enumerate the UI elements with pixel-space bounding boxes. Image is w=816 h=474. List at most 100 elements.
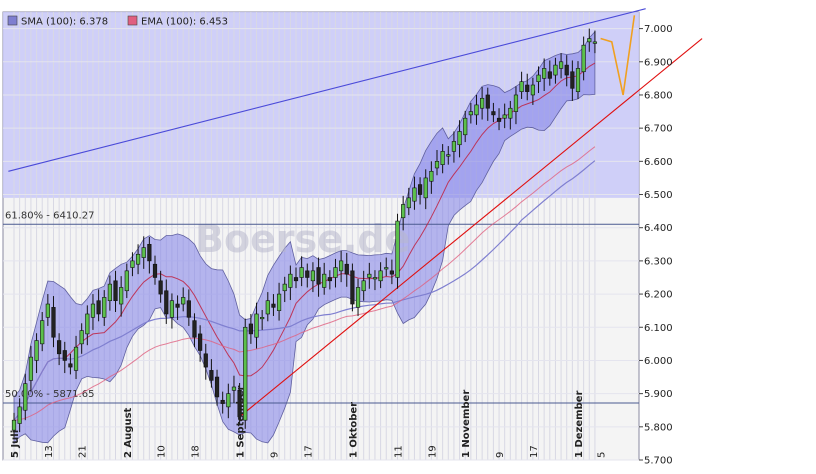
candle-body: [107, 283, 112, 302]
candle-body: [209, 370, 214, 381]
candle-body: [248, 323, 253, 335]
candle-body: [135, 253, 141, 265]
y-axis: 5.700 5.800 5.900 6.000 6.100 6.200 6.300 6.400…: [639, 24, 673, 467]
candle-body: [254, 313, 259, 338]
y-tick-label: 5.900: [644, 389, 673, 400]
candle-body: [412, 187, 417, 202]
y-tick-label: 6.300: [644, 256, 673, 267]
x-tick-label: 1 Dezember: [574, 391, 585, 458]
y-tick-label: 6.500: [644, 190, 673, 201]
candle-body: [395, 220, 400, 278]
sma-100-line: [13, 160, 596, 421]
candle-body: [592, 41, 598, 44]
candle-body: [401, 204, 406, 219]
candle-body: [181, 297, 186, 305]
candle-body: [141, 247, 146, 258]
watermark: Boerse.de: [195, 217, 410, 261]
candle-body: [327, 277, 332, 282]
x-tick-label: 1 November: [461, 390, 472, 458]
candle-body: [480, 97, 485, 109]
upper-channel-line: [8, 8, 646, 172]
candle-body: [62, 350, 67, 361]
candle-body: [355, 287, 361, 308]
x-tick-label: 9: [495, 452, 506, 458]
candle-body: [113, 280, 118, 302]
candle-body: [164, 290, 169, 315]
y-tick-label: 6.000: [644, 356, 673, 367]
candle-body: [96, 300, 101, 315]
candle-body: [468, 111, 473, 116]
candle-body: [73, 346, 79, 371]
candle-body: [378, 270, 383, 282]
x-tick-label: 21: [78, 445, 89, 458]
y-tick-label: 7.000: [644, 24, 673, 35]
candle-body: [90, 303, 96, 318]
x-tick-label: 5: [597, 452, 608, 458]
candle-body: [558, 61, 564, 69]
candle-body: [536, 74, 541, 82]
candle-body: [231, 386, 237, 391]
candle-body: [226, 393, 231, 408]
forecast-path: [600, 15, 636, 96]
candle-body: [45, 303, 50, 318]
x-tick-label: 17: [529, 445, 540, 458]
candle-body: [530, 84, 535, 96]
candle-body: [198, 333, 203, 351]
x-tick-label: 17: [303, 445, 314, 458]
y-tick-label: 6.100: [644, 323, 673, 334]
candle-body: [491, 111, 496, 116]
candle-body: [587, 38, 592, 43]
candle-body: [581, 44, 586, 73]
x-tick-label: 19: [427, 445, 438, 458]
candle-body: [147, 243, 152, 262]
legend-label: SMA (100): 6.378: [21, 17, 108, 28]
candle-body: [85, 313, 90, 335]
candle-body: [17, 406, 22, 424]
candle-body: [271, 303, 276, 308]
candle-body: [40, 320, 45, 345]
candle-body: [367, 273, 372, 278]
trendlines: [8, 8, 703, 418]
candle-body: [305, 270, 310, 278]
ema-100-line: [13, 146, 596, 421]
y-tick-label: 6.200: [644, 290, 673, 301]
candle-body: [316, 267, 321, 285]
candle-body: [451, 141, 457, 152]
candle-body: [282, 283, 287, 292]
x-tick-label: 2 August: [123, 407, 134, 458]
candle-body: [344, 263, 349, 275]
y-tick-label: 6.800: [644, 90, 673, 101]
candle-body: [384, 267, 389, 270]
fibonacci-levels: 61.80% - 6410.27 50.00% - 5871.65: [3, 210, 639, 404]
candle-body: [485, 94, 490, 109]
y-tick-label: 5.700: [644, 456, 673, 467]
x-tick-label: 1 Oktober: [348, 402, 359, 458]
candle-body: [525, 84, 530, 92]
candle-body: [34, 340, 39, 361]
candle-body: [158, 280, 163, 295]
candle-body: [423, 177, 428, 199]
x-tick-label: 1 September: [236, 385, 247, 458]
candle-body: [570, 71, 575, 89]
legend: SMA (100): 6.378 EMA (100): 6.453: [7, 15, 228, 28]
candle-body: [293, 277, 299, 282]
candle-body: [463, 117, 468, 136]
candle-body: [519, 81, 524, 92]
candle-body: [203, 353, 208, 368]
candle-body: [333, 267, 338, 278]
candle-body: [350, 270, 355, 305]
y-tick-label: 6.900: [644, 57, 673, 68]
candle-body: [310, 270, 316, 282]
candle-body: [152, 263, 158, 278]
x-tick-label: 18: [190, 445, 201, 458]
candle-body: [457, 131, 462, 146]
candle-body: [322, 273, 327, 288]
candle-body: [564, 64, 569, 76]
candle-body: [440, 151, 445, 165]
candle-body: [260, 317, 265, 320]
legend-swatch: [7, 15, 18, 26]
candle-body: [186, 300, 191, 318]
candle-body: [372, 277, 378, 280]
legend-swatch: [127, 15, 138, 26]
